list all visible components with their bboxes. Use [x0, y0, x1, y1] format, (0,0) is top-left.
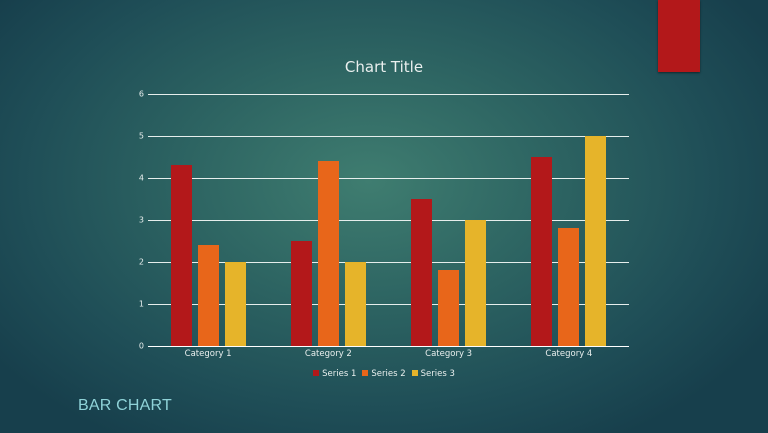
chart-title: Chart Title: [344, 58, 424, 76]
legend-item: Series 1: [313, 369, 356, 379]
legend-label: Series 2: [371, 369, 406, 379]
y-tick-label: 2: [138, 257, 144, 267]
legend-label: Series 3: [420, 369, 455, 379]
gridline: [148, 94, 629, 95]
slide-title: BAR CHART: [78, 397, 172, 414]
bar-series-3-category-1: [224, 262, 246, 346]
x-category-label: Category 1: [184, 349, 232, 359]
gridline: [148, 178, 629, 179]
bar-series-1-category-3: [411, 199, 433, 346]
bar-series-3-category-4: [585, 136, 607, 346]
y-tick-label: 5: [138, 131, 144, 141]
bar-series-2-category-1: [197, 245, 219, 346]
gridline: [148, 136, 629, 137]
bar-series-2-category-3: [438, 270, 460, 346]
y-tick-label: 3: [138, 215, 144, 225]
legend-item: Series 2: [362, 369, 406, 379]
legend-item: Series 3: [411, 369, 455, 379]
x-category-label: Category 4: [545, 349, 593, 359]
y-tick-label: 0: [138, 341, 144, 351]
bar-series-3-category-2: [344, 262, 366, 346]
x-category-label: Category 3: [425, 349, 473, 359]
bar-series-1-category-4: [531, 157, 553, 346]
legend-swatch-icon: [362, 369, 369, 376]
x-axis-line: [148, 346, 629, 347]
bar-series-2-category-4: [558, 228, 580, 346]
gridline: [148, 262, 629, 263]
bar-series-3-category-3: [465, 220, 487, 346]
gridline: [148, 220, 629, 221]
legend-label: Series 1: [322, 369, 357, 379]
legend-swatch-icon: [313, 369, 320, 376]
bar-series-1-category-1: [170, 165, 192, 346]
gridline: [148, 304, 629, 305]
accent-rectangle: [658, 0, 700, 72]
plot-area: 0 1 2 3 4 5 6 Category 1 Category 2 Category 3 Cat…: [139, 90, 629, 359]
bar-series-1-category-2: [290, 241, 312, 346]
legend-swatch-icon: [411, 369, 418, 376]
y-tick-label: 4: [138, 173, 144, 183]
bar-series-2-category-2: [317, 161, 339, 346]
y-tick-label: 6: [138, 89, 144, 99]
chart-legend: Series 1 Series 2 Series 3: [0, 369, 768, 379]
x-category-label: Category 2: [304, 349, 352, 359]
y-tick-label: 1: [138, 299, 144, 309]
